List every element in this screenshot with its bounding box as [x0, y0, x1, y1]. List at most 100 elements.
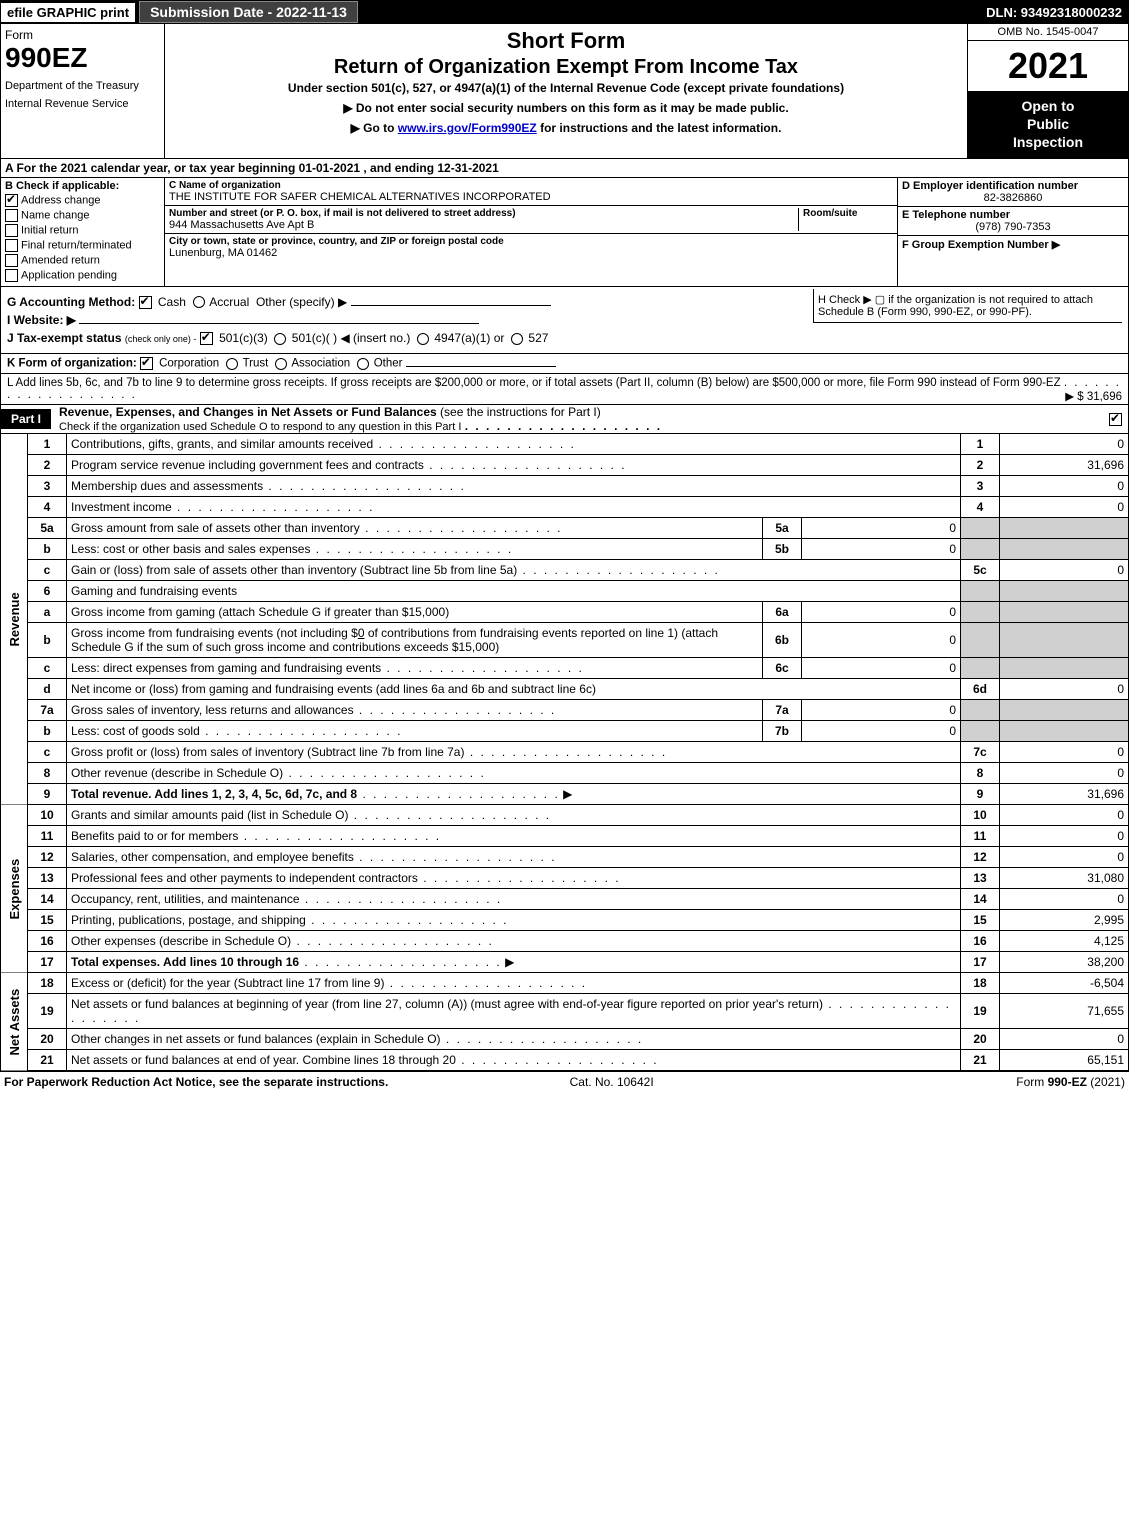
other-specify-input[interactable] [351, 305, 551, 306]
part-1-header: Part I Revenue, Expenses, and Changes in… [0, 405, 1129, 434]
cb-501c3[interactable] [200, 332, 213, 345]
amt-line-14: 0 [1000, 889, 1129, 910]
column-b-checkboxes: B Check if applicable: Address change Na… [1, 178, 165, 286]
form-number: 990EZ [5, 42, 160, 74]
room-label: Room/suite [803, 208, 893, 219]
footer-form-id: Form 990-EZ (2021) [1016, 1075, 1125, 1089]
expenses-table: Expenses 10 Grants and similar amounts p… [0, 805, 1129, 973]
submission-date-label: Submission Date - 2022-11-13 [139, 1, 358, 23]
section-a-tax-year: A For the 2021 calendar year, or tax yea… [0, 159, 1129, 178]
cb-schedule-o[interactable] [1109, 413, 1122, 426]
rb-4947[interactable] [417, 333, 429, 345]
header-right: OMB No. 1545-0047 2021 Open to Public In… [967, 24, 1128, 158]
form-word: Form [5, 28, 160, 42]
page-footer: For Paperwork Reduction Act Notice, see … [0, 1071, 1129, 1092]
instr-ssn: ▶ Do not enter social security numbers o… [171, 101, 961, 115]
cb-corporation[interactable] [140, 357, 153, 370]
cb-application-pending[interactable] [5, 269, 18, 282]
dln-label: DLN: 93492318000232 [980, 3, 1128, 22]
amt-line-3: 0 [1000, 476, 1129, 497]
lines-ghij: G Accounting Method: Cash Accrual Other … [0, 287, 1129, 355]
group-exemption-label: F Group Exemption Number ▶ [902, 238, 1124, 251]
efile-print-label[interactable]: efile GRAPHIC print [1, 3, 135, 22]
column-d-ein: D Employer identification number 82-3826… [897, 178, 1128, 286]
amt-line-4: 0 [1000, 497, 1129, 518]
line-l: L Add lines 5b, 6c, and 7b to line 9 to … [0, 374, 1129, 405]
inspection-badge: Open to Public Inspection [968, 91, 1128, 158]
form-title-2: Return of Organization Exempt From Incom… [171, 56, 961, 79]
rb-other-org[interactable] [357, 358, 369, 370]
amt-line-6b: 0 [802, 623, 961, 658]
footer-catno: Cat. No. 10642I [570, 1075, 654, 1089]
amt-line-20: 0 [1000, 1029, 1129, 1050]
website-input[interactable] [79, 323, 479, 324]
org-name: THE INSTITUTE FOR SAFER CHEMICAL ALTERNA… [169, 191, 893, 203]
amt-line-13: 31,080 [1000, 868, 1129, 889]
column-c-org-info: C Name of organization THE INSTITUTE FOR… [165, 178, 897, 286]
cb-final-return[interactable] [5, 239, 18, 252]
amt-line-7c: 0 [1000, 742, 1129, 763]
city-value: Lunenburg, MA 01462 [169, 247, 893, 259]
amt-line-21: 65,151 [1000, 1050, 1129, 1071]
cb-amended-return[interactable] [5, 254, 18, 267]
rb-trust[interactable] [226, 358, 238, 370]
phone-label: E Telephone number [902, 209, 1124, 221]
amt-line-8: 0 [1000, 763, 1129, 784]
amt-line-5b: 0 [802, 539, 961, 560]
cb-initial-return[interactable] [5, 224, 18, 237]
phone-value: (978) 790-7353 [902, 221, 1124, 233]
revenue-table: Revenue 1 Contributions, gifts, grants, … [0, 434, 1129, 805]
omb-number: OMB No. 1545-0047 [968, 24, 1128, 41]
amt-line-5c: 0 [1000, 560, 1129, 581]
top-bar: efile GRAPHIC print Submission Date - 20… [0, 0, 1129, 24]
col-b-header: B Check if applicable: [5, 180, 160, 192]
side-label-expenses: Expenses [1, 805, 28, 973]
amt-line-1: 0 [1000, 434, 1129, 455]
side-label-revenue: Revenue [1, 434, 28, 805]
header-center: Short Form Return of Organization Exempt… [165, 24, 967, 158]
line-k: K Form of organization: Corporation Trus… [0, 354, 1129, 374]
amt-line-11: 0 [1000, 826, 1129, 847]
cb-cash[interactable] [139, 296, 152, 309]
org-name-label: C Name of organization [169, 180, 893, 191]
amt-line-6d: 0 [1000, 679, 1129, 700]
header-detail: B Check if applicable: Address change Na… [0, 178, 1129, 287]
amt-line-7a: 0 [802, 700, 961, 721]
part-1-label: Part I [1, 409, 51, 429]
line-j: J Tax-exempt status (check only one) - 5… [7, 331, 1122, 345]
form-header: Form 990EZ Department of the Treasury In… [0, 24, 1129, 159]
rb-association[interactable] [275, 358, 287, 370]
header-left: Form 990EZ Department of the Treasury In… [1, 24, 165, 158]
amt-line-7b: 0 [802, 721, 961, 742]
instr-link-row: ▶ Go to www.irs.gov/Form990EZ for instru… [171, 121, 961, 135]
amt-line-12: 0 [1000, 847, 1129, 868]
side-label-netassets: Net Assets [1, 973, 28, 1071]
amt-line-19: 71,655 [1000, 994, 1129, 1029]
ein-value: 82-3826860 [902, 192, 1124, 204]
amt-line-15: 2,995 [1000, 910, 1129, 931]
irs-link[interactable]: www.irs.gov/Form990EZ [398, 121, 537, 135]
other-org-input[interactable] [406, 366, 556, 367]
form-title-1: Short Form [171, 28, 961, 54]
amt-line-9: 31,696 [1000, 784, 1129, 805]
rb-527[interactable] [511, 333, 523, 345]
amt-line-5a: 0 [802, 518, 961, 539]
form-subtitle: Under section 501(c), 527, or 4947(a)(1)… [171, 81, 961, 95]
street-value: 944 Massachusetts Ave Apt B [169, 219, 798, 231]
ein-label: D Employer identification number [902, 180, 1124, 192]
cb-address-change[interactable] [5, 194, 18, 207]
amt-line-17: 38,200 [1000, 952, 1129, 973]
city-label: City or town, state or province, country… [169, 236, 893, 247]
amt-line-16: 4,125 [1000, 931, 1129, 952]
line-h-box: H Check ▶ ▢ if the organization is not r… [813, 289, 1122, 323]
rb-501c[interactable] [274, 333, 286, 345]
footer-left: For Paperwork Reduction Act Notice, see … [4, 1075, 388, 1089]
amt-line-10: 0 [1000, 805, 1129, 826]
street-label: Number and street (or P. O. box, if mail… [169, 208, 798, 219]
amt-line-18: -6,504 [1000, 973, 1129, 994]
amt-line-2: 31,696 [1000, 455, 1129, 476]
dept-treasury: Department of the Treasury [5, 80, 160, 92]
cb-name-change[interactable] [5, 209, 18, 222]
tax-year: 2021 [968, 41, 1128, 91]
rb-accrual[interactable] [193, 296, 205, 308]
